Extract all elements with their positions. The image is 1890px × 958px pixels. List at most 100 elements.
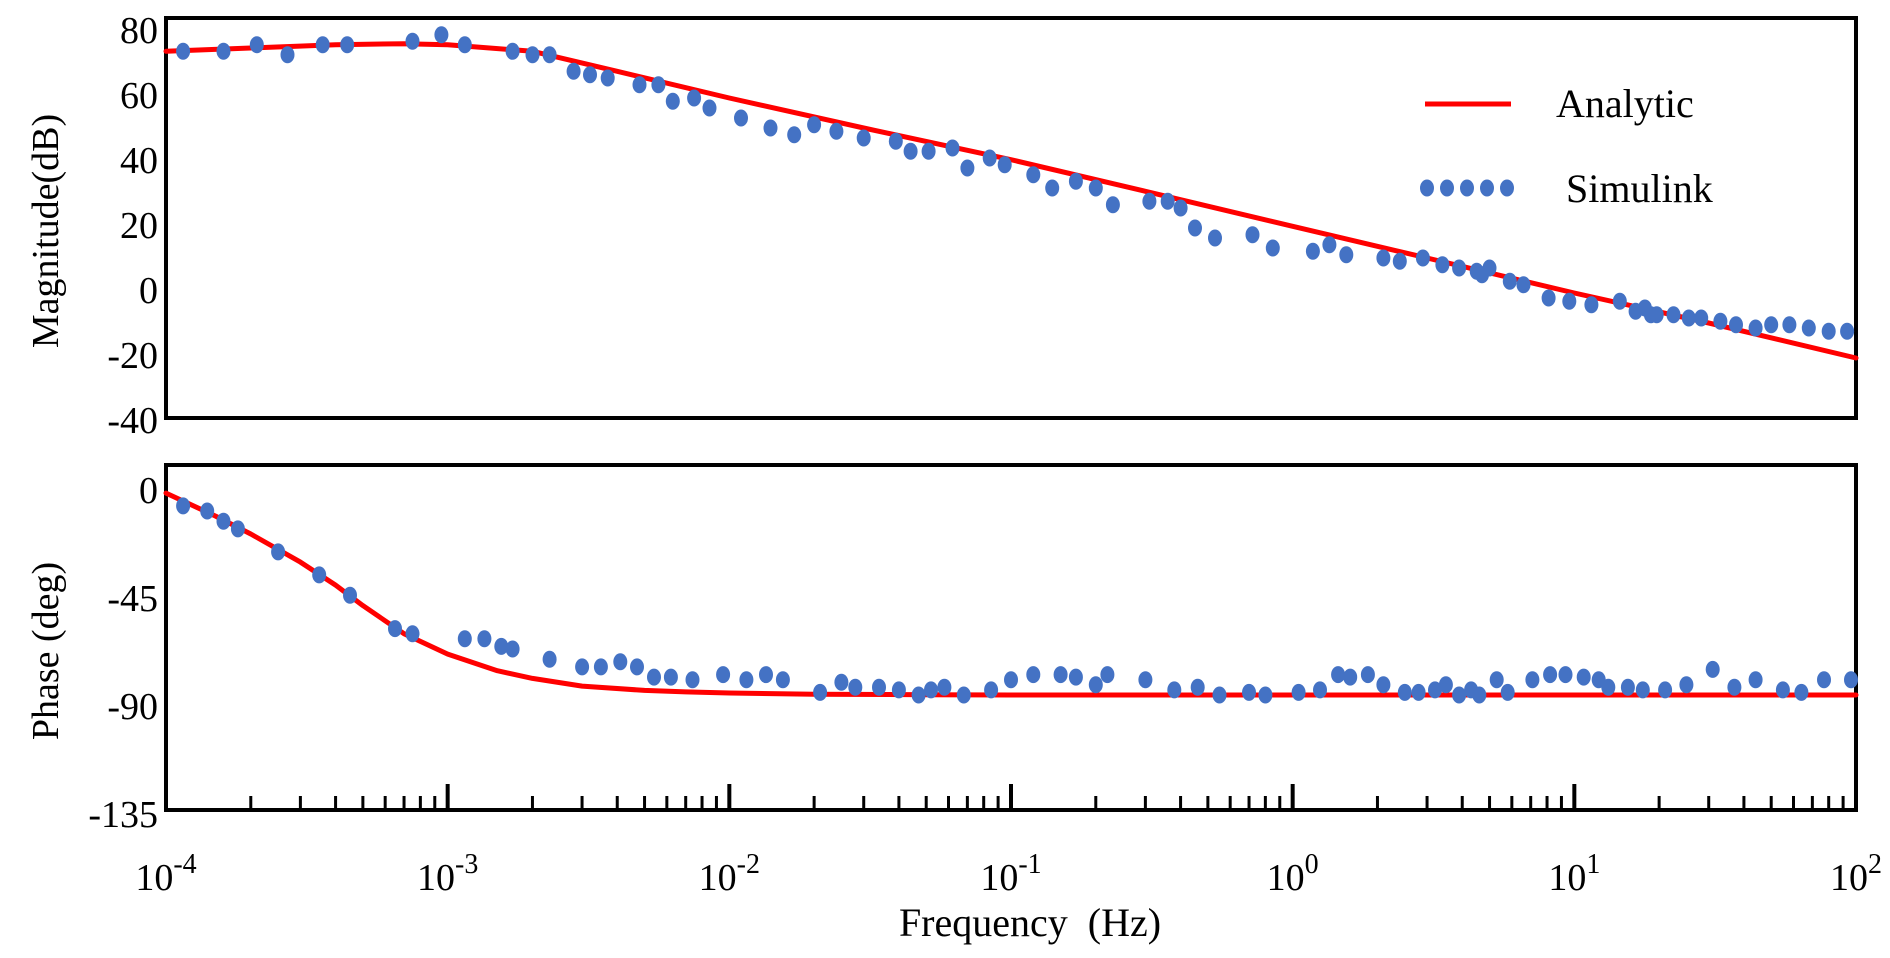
magnitude-simulink-point [434,26,449,44]
magnitude-simulink-point [997,156,1012,174]
phase-simulink-point [1705,660,1720,678]
magnitude-y-tick-label: 40 [120,140,158,182]
phase-simulink-point [1472,686,1487,704]
x-tick-label: 10-4 [135,849,196,899]
phase-simulink-point [1438,676,1453,694]
magnitude-simulink-point [1649,306,1664,324]
phase-simulink-point [872,678,886,696]
phase-simulink-point [575,658,590,676]
magnitude-simulink-point [340,36,355,54]
magnitude-simulink-point [1088,179,1103,197]
magnitude-simulink-point [1045,179,1060,197]
phase-simulink-point [1397,683,1412,701]
magnitude-simulink-point [1681,309,1696,327]
legend-simulink-dot [1420,179,1434,197]
phase-simulink-point [477,630,492,648]
magnitude-simulink-point [525,46,540,64]
phase-simulink-point [663,668,678,686]
phase-y-tick-label: -135 [88,794,158,836]
magnitude-simulink-point [1801,319,1816,337]
magnitude-simulink-point [176,42,191,60]
phase-simulink-point [1620,678,1635,696]
legend-simulink-dot [1460,179,1474,197]
phase-simulink-point [1489,671,1504,689]
phase-simulink-point [716,666,731,684]
phase-simulink-point [1679,676,1694,694]
phase-simulink-point [647,668,661,686]
magnitude-simulink-point [1562,292,1577,310]
phase-simulink-point [1004,671,1018,689]
x-tick-label: 100 [1267,849,1319,899]
phase-simulink-point [176,497,191,515]
magnitude-simulink-point [505,42,520,60]
magnitude-y-tick-label: 60 [120,75,158,117]
magnitude-y-tick-label: -40 [107,400,158,442]
phase-simulink-point [956,686,971,704]
magnitude-simulink-point [1452,259,1467,277]
legend-simulink-dot [1500,179,1514,197]
phase-simulink-point [630,658,644,676]
phase-simulink-point [505,640,520,658]
magnitude-simulink-point [1748,319,1763,337]
phase-simulink-point [984,681,999,699]
magnitude-simulink-point [632,76,647,94]
phase-simulink-point [1088,676,1103,694]
magnitude-y-tick-label: 80 [120,10,158,52]
legend-simulink-dot [1440,179,1454,197]
phase-simulink-point [911,686,926,704]
phase-simulink-point [1242,683,1256,701]
magnitude-simulink-point [1415,249,1430,267]
phase-simulink-point [1100,666,1115,684]
magnitude-plot-frame [164,16,1858,420]
shared-x-axis: 10-4 10-3 10-2 10-1 100 101 102 [135,784,1882,899]
phase-simulink-point [924,681,938,699]
magnitude-simulink-point [1821,322,1836,340]
phase-simulink-point [1576,668,1591,686]
phase-simulink-point [1500,683,1515,701]
magnitude-simulink-point [1516,276,1531,294]
magnitude-simulink-point [734,109,748,127]
magnitude-simulink-point [1482,259,1497,277]
phase-simulink-point [775,671,790,689]
magnitude-simulink-point [405,32,420,50]
magnitude-simulink-point [566,62,581,80]
phase-simulink-point [1212,686,1227,704]
magnitude-simulink-point [1376,249,1391,267]
phase-simulink-point [388,620,402,638]
phase-simulink-point [739,671,754,689]
phase-y-tick-label: -45 [107,578,158,620]
legend-simulink-swatch [1420,179,1514,197]
phase-simulink-point [230,520,245,538]
phase-simulink-point [813,683,828,701]
magnitude-simulink-point [1142,192,1157,210]
phase-simulink-point [1794,683,1809,701]
phase-simulink-point [312,566,327,584]
phase-simulink-point [759,666,773,684]
phase-simulink-point [1411,683,1426,701]
phase-simulink-point [405,625,420,643]
phase-simulink-point [1360,666,1375,684]
phase-simulink-point [1748,671,1763,689]
phase-simulink-point [937,678,952,696]
magnitude-simulink-point [921,142,936,160]
phase-y-tick-label: -90 [107,686,158,728]
legend-simulink-label: Simulink [1566,166,1713,211]
magnitude-simulink-point [315,36,330,54]
phase-simulink-point [1727,678,1742,696]
magnitude-simulink-point [787,126,802,144]
magnitude-simulink-point [280,46,295,64]
phase-simulink-point [1138,671,1153,689]
phase-simulink-point [494,637,509,655]
phase-simulink-point [1343,668,1358,686]
phase-simulink-point [1190,678,1205,696]
phase-simulink-point [1452,686,1467,704]
legend-simulink-dot [1480,179,1494,197]
phase-simulink-point [1558,666,1573,684]
x-axis-label: Frequency (Hz) [899,900,1161,945]
x-tick-label: 10-1 [980,849,1041,899]
x-tick-label: 101 [1548,849,1600,899]
legend: Analytic Simulink [1420,81,1713,211]
phase-simulink-point [1775,681,1790,699]
phase-simulink-point [1525,671,1540,689]
phase-analytic-line [163,490,1859,698]
